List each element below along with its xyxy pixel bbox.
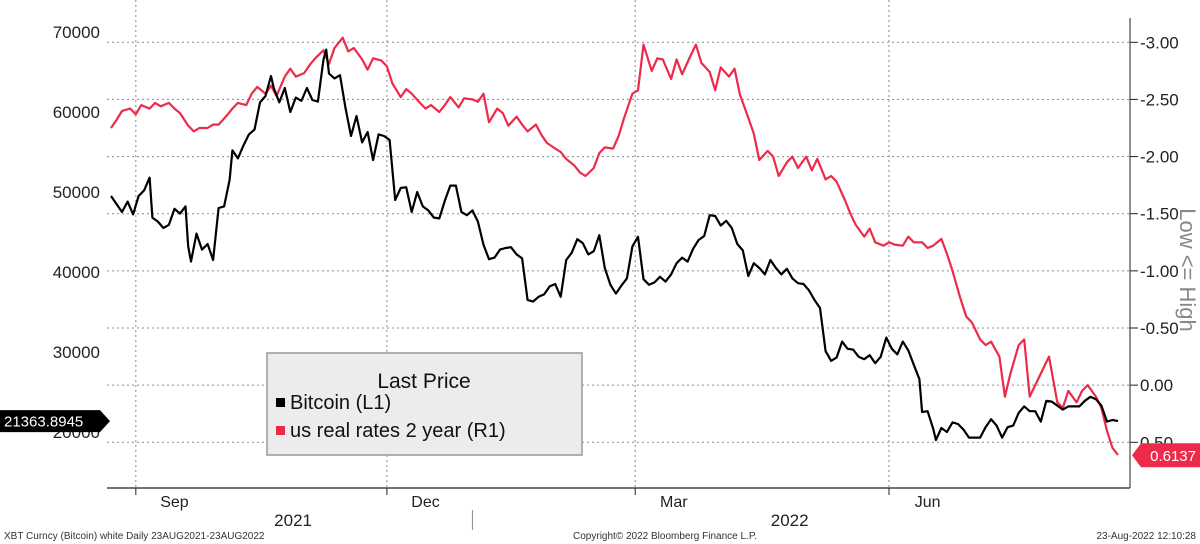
series-line-bitcoin xyxy=(110,48,1119,442)
x-tick-label: Sep xyxy=(160,494,189,511)
right-tick-label: -2.50 xyxy=(1140,90,1179,109)
x-tick-label: Mar xyxy=(660,494,688,511)
left-tick-label: 70000 xyxy=(53,23,100,42)
legend-entry-bitcoin: Bitcoin (L1) xyxy=(290,392,391,414)
legend-swatch-bitcoin xyxy=(276,398,285,407)
legend-box xyxy=(266,352,583,456)
footer: XBT Curncy (Bitcoin) white Daily 23AUG20… xyxy=(4,531,1196,542)
left-tick-label: 50000 xyxy=(53,183,100,202)
x-tick-label: Dec xyxy=(411,494,439,511)
last-value-bitcoin: 21363.8945 xyxy=(4,414,83,431)
legend: Last Price Bitcoin (L1) us real rates 2 … xyxy=(266,352,583,456)
right-tick-label: -2.00 xyxy=(1140,148,1179,167)
legend-title: Last Price xyxy=(377,370,470,393)
legend-entry-real-rates: us real rates 2 year (R1) xyxy=(290,420,506,442)
right-tick-label: -1.50 xyxy=(1140,205,1179,224)
left-tick-label: 40000 xyxy=(53,263,100,282)
right-tick-label: -0.50 xyxy=(1140,319,1179,338)
year-label: 2021 xyxy=(274,511,312,530)
right-tick-label: 0.00 xyxy=(1140,376,1173,395)
right-tick-label: -3.00 xyxy=(1140,33,1179,52)
legend-swatch-real-rates xyxy=(276,426,285,435)
last-value-tag-real-rates xyxy=(1132,443,1200,468)
right-tick-label: -1.00 xyxy=(1140,262,1179,281)
footer-left: XBT Curncy (Bitcoin) white Daily 23AUG20… xyxy=(4,531,265,542)
last-value-real-rates: 0.6137 xyxy=(1150,448,1196,465)
footer-right: 23-Aug-2022 12:10:28 xyxy=(1096,531,1196,542)
year-label: 2022 xyxy=(771,511,809,530)
last-value-tags: 21363.8945 0.6137 xyxy=(0,410,1200,468)
left-tick-label: 60000 xyxy=(53,103,100,122)
x-tick-label: Jun xyxy=(915,494,941,511)
last-value-tag-bitcoin xyxy=(0,410,110,433)
axes: -3.00-2.50-2.00-1.50-1.00-0.500.000.5070… xyxy=(53,18,1179,530)
footer-center: Copyright© 2022 Bloomberg Finance L.P. xyxy=(573,531,757,542)
left-tick-label: 30000 xyxy=(53,343,100,362)
series-layer xyxy=(110,36,1119,456)
right-axis-side-label: Low <= High xyxy=(1175,208,1200,332)
series-line-real-rates xyxy=(110,36,1119,456)
